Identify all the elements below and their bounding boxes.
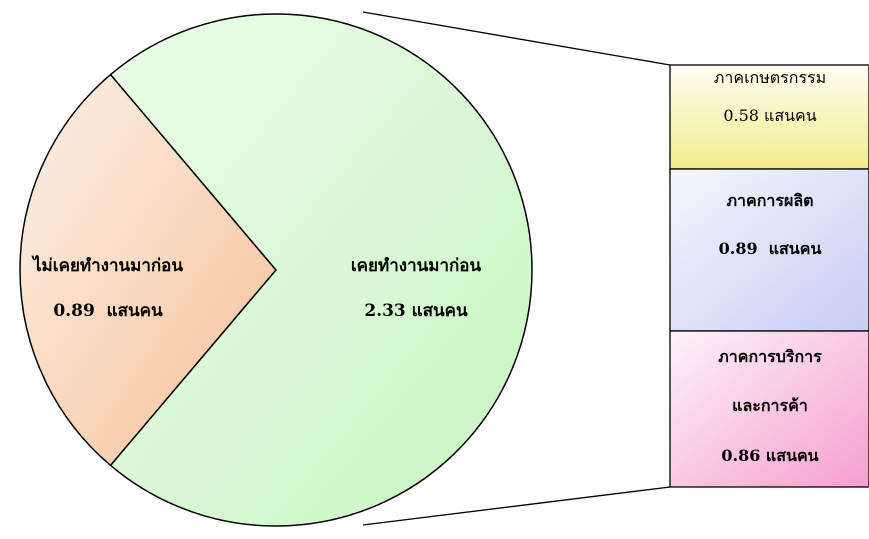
- pie-value-never-worked: 0.89 แสนคน: [53, 301, 163, 321]
- bar-value-agriculture: 0.58 แสนคน: [723, 106, 816, 125]
- pie-label-never-worked: ไม่เคยทำงานมาก่อน: [31, 255, 183, 276]
- bar-label-services-line1: ภาคการบริการ: [718, 347, 822, 366]
- breakdown-bar: [669, 64, 869, 488]
- pie-label-worked-before: เคยทำงานมาก่อน: [351, 256, 482, 276]
- pie-slice-worked-before: [109, 13, 533, 527]
- connector-line-bottom: [362, 486, 671, 526]
- bar-label-services-line2: และการค้า: [732, 396, 808, 415]
- bar-value-services-trade: 0.86 แสนคน: [721, 446, 818, 465]
- bar-value-manufacturing: 0.89 แสนคน: [719, 239, 822, 258]
- pie-slice-never-worked: [19, 73, 277, 467]
- bar-label-agriculture: ภาคเกษตรกรรม: [714, 68, 826, 87]
- pie-value-worked-before: 2.33 แสนคน: [364, 301, 468, 321]
- connector-line-top: [362, 11, 671, 66]
- bar-segment-services-trade: [669, 330, 869, 488]
- bar-segment-agriculture: [669, 64, 869, 170]
- bar-label-manufacturing: ภาคการผลิต: [726, 191, 813, 210]
